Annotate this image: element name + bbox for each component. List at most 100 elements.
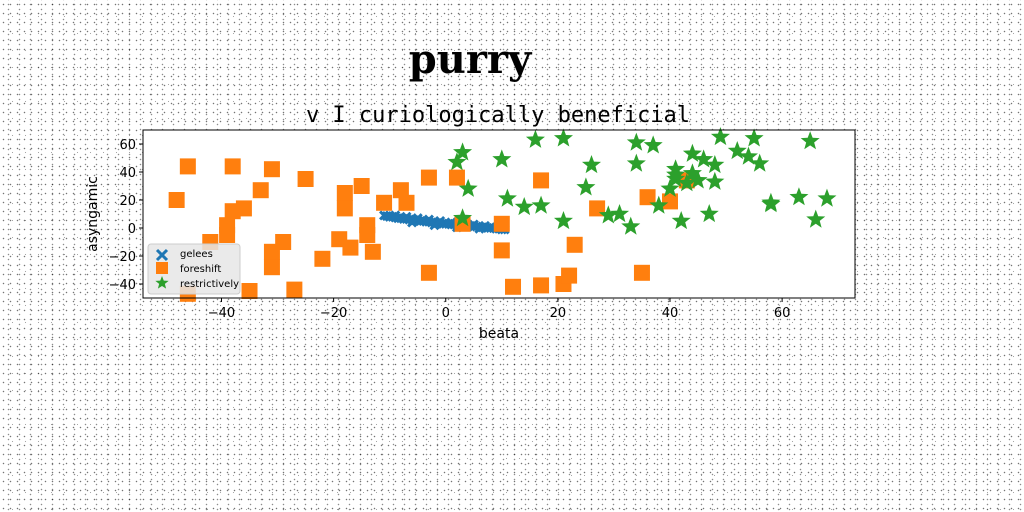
data-point-square bbox=[633, 264, 650, 281]
data-point-star bbox=[525, 129, 545, 148]
data-marks bbox=[168, 127, 837, 302]
x-axis-label: beata bbox=[479, 326, 519, 342]
legend-marker-gelees bbox=[155, 248, 169, 262]
data-point-square bbox=[219, 227, 236, 243]
data-point-square bbox=[493, 242, 510, 259]
data-point-star bbox=[671, 211, 691, 230]
data-point-star bbox=[576, 177, 596, 196]
x-tick-label: −40 bbox=[208, 306, 235, 321]
x-axis: −40 −20 0 20 40 60 bbox=[208, 298, 791, 321]
legend-box bbox=[147, 243, 241, 295]
data-point-star bbox=[453, 208, 473, 227]
series-restrictively bbox=[447, 127, 837, 235]
y-tick-label: 60 bbox=[119, 138, 136, 153]
data-point-square bbox=[420, 264, 437, 281]
data-point-square bbox=[263, 259, 280, 276]
data-point-star bbox=[626, 153, 646, 172]
data-point-star bbox=[649, 195, 669, 214]
x-tick-label: −20 bbox=[320, 306, 347, 321]
legend-entry-gelees: gelees bbox=[180, 249, 213, 260]
legend-entry-foreshift: foreshift bbox=[180, 264, 221, 275]
data-point-star bbox=[621, 216, 641, 235]
data-point-star bbox=[750, 153, 770, 172]
y-tick-label: 40 bbox=[119, 166, 136, 181]
data-point-star bbox=[705, 171, 725, 190]
data-point-x bbox=[474, 223, 485, 234]
data-point-star bbox=[458, 178, 478, 197]
data-point-star bbox=[705, 155, 725, 174]
data-point-star bbox=[738, 146, 758, 165]
data-point-square bbox=[376, 194, 393, 211]
data-point-star bbox=[817, 188, 837, 207]
data-point-star bbox=[626, 132, 646, 151]
data-point-square bbox=[353, 178, 370, 194]
y-axis: −40 −20 0 20 40 60 bbox=[109, 138, 143, 293]
legend-entry-restrictively: restrictively bbox=[180, 279, 239, 290]
data-point-star bbox=[682, 163, 702, 182]
y-axis-label: asyngamic bbox=[85, 176, 101, 252]
data-point-star bbox=[727, 141, 747, 160]
data-point-star bbox=[598, 205, 618, 224]
data-point-square bbox=[241, 283, 258, 299]
data-point-square bbox=[235, 200, 252, 217]
x-tick-label: 20 bbox=[550, 306, 567, 321]
data-point-star bbox=[453, 142, 473, 161]
data-point-square bbox=[168, 192, 185, 208]
data-point-star bbox=[800, 131, 820, 150]
data-point-square bbox=[398, 194, 415, 211]
data-point-square bbox=[359, 227, 376, 243]
data-point-star bbox=[789, 187, 809, 206]
y-tick-label: −20 bbox=[109, 250, 136, 265]
data-point-star bbox=[666, 164, 686, 183]
data-point-star bbox=[553, 211, 573, 230]
data-point-square bbox=[448, 169, 465, 186]
data-point-star bbox=[688, 170, 708, 189]
chart-title: v I curiologically beneficial bbox=[306, 103, 690, 128]
data-point-star bbox=[514, 197, 534, 216]
data-point-star bbox=[682, 143, 702, 162]
data-point-square bbox=[297, 171, 314, 187]
y-tick-label: −40 bbox=[109, 278, 136, 293]
data-point-square bbox=[286, 281, 303, 298]
data-point-square bbox=[661, 193, 678, 210]
data-point-star bbox=[694, 149, 714, 168]
data-point-square bbox=[336, 200, 353, 217]
data-point-square bbox=[263, 161, 280, 178]
data-point-star bbox=[761, 192, 781, 211]
data-point-square bbox=[505, 278, 522, 295]
legend-marker-restrictively bbox=[155, 276, 169, 289]
data-point-square bbox=[179, 158, 196, 175]
data-point-square bbox=[314, 250, 331, 267]
y-tick-label: 20 bbox=[119, 194, 136, 209]
data-point-square bbox=[566, 236, 583, 253]
legend-marker-foreshift bbox=[156, 262, 168, 274]
data-point-square bbox=[420, 169, 437, 186]
data-point-square bbox=[364, 243, 381, 260]
data-point-star bbox=[744, 128, 764, 147]
data-point-square bbox=[533, 172, 550, 189]
data-point-star bbox=[677, 173, 697, 192]
data-point-star bbox=[643, 135, 663, 154]
x-tick-label: 0 bbox=[442, 306, 450, 321]
data-point-x bbox=[390, 210, 401, 221]
data-point-square bbox=[493, 215, 510, 232]
data-point-square bbox=[275, 234, 292, 250]
plot-frame bbox=[142, 129, 856, 299]
y-tick-label: 0 bbox=[128, 222, 136, 237]
data-point-star bbox=[710, 127, 730, 146]
data-point-square bbox=[561, 267, 578, 284]
x-tick-label: 60 bbox=[774, 306, 791, 321]
data-point-square bbox=[252, 182, 269, 199]
data-point-x bbox=[479, 220, 491, 231]
data-point-star bbox=[497, 188, 517, 207]
data-point-square bbox=[392, 182, 409, 199]
data-point-star bbox=[531, 195, 551, 214]
data-point-square bbox=[224, 158, 241, 175]
data-point-star bbox=[581, 155, 602, 174]
data-point-x bbox=[407, 217, 418, 228]
data-point-star bbox=[553, 128, 573, 147]
data-point-star bbox=[660, 178, 680, 197]
data-point-square bbox=[639, 189, 656, 206]
x-tick-label: 40 bbox=[662, 306, 679, 321]
